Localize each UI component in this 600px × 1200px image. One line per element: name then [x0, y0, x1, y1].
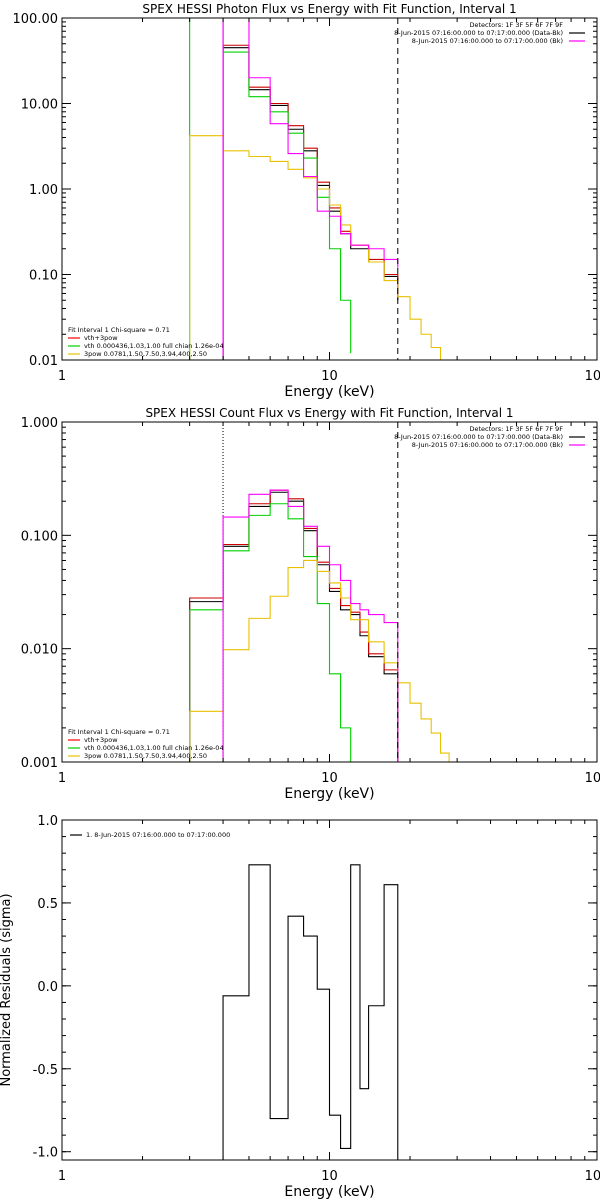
info-text: 8-Jun-2015 07:16:00.000 to 07:17:00.000 …	[412, 441, 563, 449]
y-tick-label: 100.00	[13, 12, 59, 27]
series-line-bk	[222, 489, 399, 762]
y-tick-label: 0.0	[37, 980, 58, 995]
y-tick-label: 1.00	[29, 183, 58, 198]
y-tick-label: 1.000	[21, 416, 58, 431]
info-text: Detectors: 1F 3F 5F 6F 7F 9F	[469, 21, 563, 29]
x-tick-label: 1	[58, 1169, 66, 1184]
x-tick-label: 1	[58, 771, 66, 786]
series-line-1-8-jun-2015-07-16-00-000-to-07-17-00-000	[222, 864, 399, 1160]
y-tick-label: 1.0	[37, 814, 58, 829]
x-tick-label: 10	[321, 1169, 338, 1184]
info-text: 8-Jun-2015 07:16:00.000 to 07:17:00.000 …	[394, 433, 563, 441]
x-tick-label: 1	[58, 369, 66, 384]
x-tick-label: 10	[321, 369, 338, 384]
y-tick-label: 0.10	[29, 269, 58, 284]
series-line-vth-3pow	[222, 44, 399, 360]
x-axis-label: Energy (keV)	[284, 786, 374, 802]
x-axis-label: Energy (keV)	[284, 384, 374, 400]
x-tick-label: 100	[585, 771, 600, 786]
y-tick-label: -1.0	[33, 1146, 58, 1161]
series-line-vth	[189, 18, 352, 360]
legend-text: vth 0.000436,1.03,1.00 full chian 1.26e-…	[84, 342, 224, 350]
legend-text: 1. 8-Jun-2015 07:16:00.000 to 07:17:00.0…	[86, 831, 230, 839]
legend-text: 3pow 0.0781,1.50,7.50,3.94,400,2.50	[84, 350, 207, 358]
series-line-vth-3pow	[189, 489, 399, 762]
axes-frame	[61, 421, 598, 763]
chart-panel-1: SPEX HESSI Photon Flux vs Energy with Fi…	[13, 2, 600, 400]
x-tick-label: 100	[585, 369, 600, 384]
info-text: Detectors: 1F 3F 5F 6F 7F 9F	[469, 425, 563, 433]
y-axis-label: Normalized Residuals (sigma)	[0, 893, 14, 1086]
info-text: 8-Jun-2015 07:16:00.000 to 07:17:00.000 …	[394, 29, 563, 37]
y-tick-label: 0.100	[21, 529, 58, 544]
x-tick-label: 100	[585, 1169, 600, 1184]
y-tick-label: 0.001	[21, 756, 58, 771]
y-tick-label: 10.00	[21, 98, 58, 113]
series-line-data-bk	[189, 491, 399, 762]
legend-text: 3pow 0.0781,1.50,7.50,3.94,400,2.50	[84, 752, 207, 760]
legend-text: vth+3pow	[84, 334, 118, 342]
chart-title: SPEX HESSI Photon Flux vs Energy with Fi…	[142, 2, 516, 16]
x-tick-label: 10	[321, 771, 338, 786]
y-tick-label: 0.5	[37, 897, 58, 912]
legend-text: Fit Interval 1 Chi-square = 0.71	[68, 728, 170, 736]
y-tick-label: 0.010	[21, 643, 58, 658]
info-text: 8-Jun-2015 07:16:00.000 to 07:17:00.000 …	[412, 37, 563, 45]
x-axis-label: Energy (keV)	[284, 1184, 374, 1200]
y-tick-label: -0.5	[33, 1063, 58, 1078]
series-line-vth	[189, 503, 352, 762]
legend-text: vth+3pow	[84, 736, 118, 744]
chart-panel-3: 1 10 100 1.0 0.5 0.0 -0.5 -1.0 Energy (keV) Norma…	[0, 814, 600, 1200]
chart-title: SPEX HESSI Count Flux vs Energy with Fit…	[145, 406, 513, 420]
legend-text: Fit Interval 1 Chi-square = 0.71	[68, 326, 170, 334]
legend-text: vth 0.000436,1.03,1.00 full chian 1.26e-…	[84, 744, 224, 752]
series-line-3pow	[189, 559, 450, 762]
series-line-bk	[222, 18, 399, 360]
chart-panel-2: SPEX HESSI Count Flux vs Energy with Fit…	[21, 406, 600, 802]
series-line-3pow	[189, 135, 442, 360]
y-tick-label: 0.01	[29, 354, 58, 369]
